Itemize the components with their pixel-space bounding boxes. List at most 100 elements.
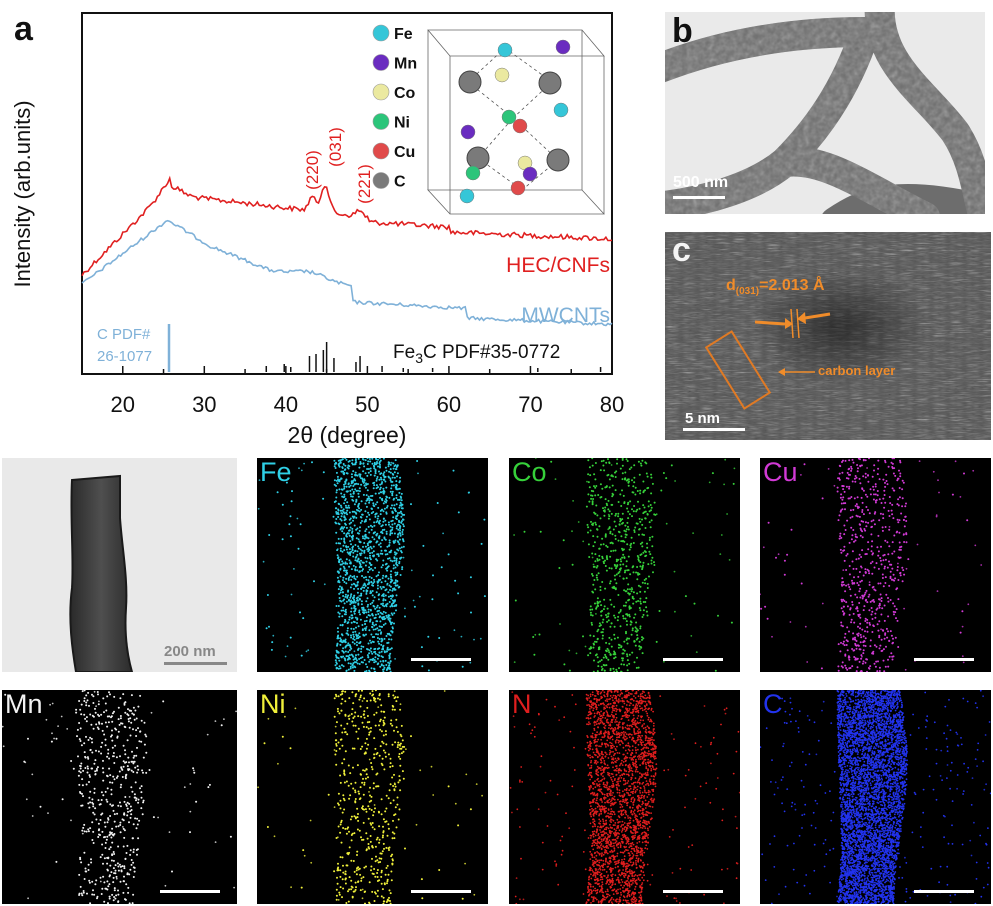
eds-dot — [401, 538, 404, 541]
eds-dot — [586, 523, 589, 526]
eds-dot — [627, 780, 630, 782]
carbon-layer-label: carbon layer — [818, 363, 896, 378]
eds-dot — [372, 657, 375, 660]
eds-dot — [121, 818, 124, 821]
eds-dot — [337, 556, 340, 559]
eds-dot — [362, 545, 364, 548]
eds-dot — [886, 483, 889, 486]
eds-dot — [344, 504, 347, 507]
eds-dot — [378, 461, 381, 463]
eds-dot — [619, 610, 622, 613]
eds-dot — [594, 640, 596, 643]
eds-dot — [337, 570, 339, 573]
eds-dot — [602, 618, 605, 621]
eds-dot — [620, 663, 623, 666]
eds-dot — [389, 892, 392, 895]
eds-dot — [361, 586, 364, 589]
eds-dot — [865, 589, 868, 592]
eds-dot — [790, 528, 793, 531]
eds-dot — [341, 588, 344, 591]
eds-dot — [136, 853, 138, 856]
eds-dot — [391, 523, 394, 526]
eds-dot — [356, 816, 359, 819]
eds-dot — [342, 464, 345, 466]
eds-dot — [353, 832, 356, 835]
eds-dot — [857, 575, 860, 578]
eds-dot — [337, 803, 340, 806]
eds-dot — [340, 527, 343, 530]
eds-dot — [857, 557, 860, 560]
eds-dot — [878, 620, 881, 623]
eds-dot — [871, 560, 874, 563]
eds-dot — [84, 867, 87, 870]
eds-dot — [380, 704, 383, 707]
eds-dot — [469, 576, 472, 579]
eds-dot — [339, 693, 342, 696]
eds-dot — [843, 644, 846, 647]
eds-dot — [397, 755, 400, 758]
eds-dot — [864, 476, 867, 479]
eds-dot — [78, 873, 81, 876]
eds-dot — [893, 605, 896, 608]
eds-dot — [362, 769, 365, 772]
eds-dot — [347, 668, 350, 671]
eds-dot — [361, 477, 364, 480]
eds-dot — [843, 545, 846, 548]
eds-dot — [637, 500, 639, 503]
eds-dot — [338, 659, 341, 662]
eds-dot — [399, 757, 402, 760]
eds-dot — [843, 524, 846, 527]
eds-dot — [639, 853, 642, 856]
eds-dot — [883, 506, 886, 509]
eds-dot — [400, 492, 403, 495]
eds-dot — [335, 763, 338, 766]
eds-dot — [113, 710, 115, 713]
eds-dot — [859, 587, 862, 590]
eds-dot — [127, 810, 129, 813]
eds-dot — [901, 497, 904, 500]
eds-dot — [898, 469, 900, 472]
eds-dot — [625, 638, 628, 641]
carbon-atom — [466, 146, 490, 170]
eds-dot — [628, 548, 631, 551]
eds-dot — [144, 733, 147, 736]
eds-dot — [859, 622, 862, 625]
eds-dot — [387, 461, 390, 464]
eds-dot — [111, 853, 114, 856]
eds-dot — [889, 630, 892, 633]
eds-dot — [827, 468, 830, 470]
eds-dot — [382, 602, 384, 605]
eds-dot — [367, 471, 370, 474]
eds-dot — [394, 571, 397, 574]
eds-dot — [381, 499, 384, 502]
eds-dot — [395, 552, 398, 555]
eds-dot — [358, 466, 361, 469]
eds-dot — [355, 537, 358, 540]
eds-dot — [81, 832, 84, 835]
eds-dot — [348, 714, 351, 717]
eds-dot — [383, 536, 386, 539]
eds-dot — [839, 535, 842, 538]
eds-dot — [341, 560, 344, 563]
eds-dot — [628, 605, 631, 608]
eds-dot — [633, 616, 636, 619]
eds-dot — [370, 762, 373, 764]
eds-dot — [961, 625, 964, 628]
eds-dot — [398, 779, 401, 782]
eds-dot — [337, 542, 340, 545]
eds-dot — [399, 525, 402, 528]
eds-dot — [355, 637, 358, 640]
eds-dot — [302, 849, 305, 852]
eds-dot — [382, 668, 384, 671]
eds-dot — [594, 494, 597, 497]
eds-dot — [358, 829, 361, 832]
eds-dot — [613, 657, 616, 660]
eds-dot — [587, 459, 590, 462]
eds-dot — [125, 852, 128, 854]
eds-dot — [108, 883, 111, 886]
eds-dot — [601, 537, 604, 540]
eds-dot — [843, 559, 846, 562]
eds-dot — [372, 641, 375, 643]
eds-dot — [596, 670, 599, 672]
eds-dot — [588, 697, 590, 699]
